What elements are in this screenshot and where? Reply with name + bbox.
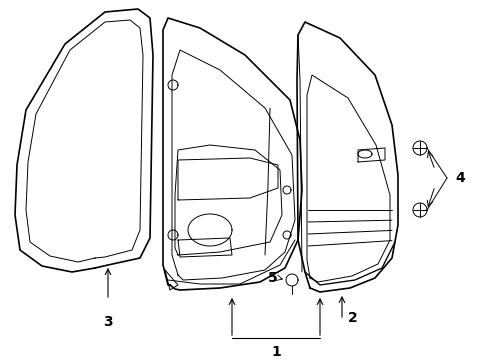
- Text: 1: 1: [270, 345, 280, 359]
- Text: 5: 5: [268, 271, 278, 285]
- Text: 4: 4: [454, 171, 464, 185]
- Text: 2: 2: [347, 311, 357, 325]
- Text: 3: 3: [103, 315, 113, 329]
